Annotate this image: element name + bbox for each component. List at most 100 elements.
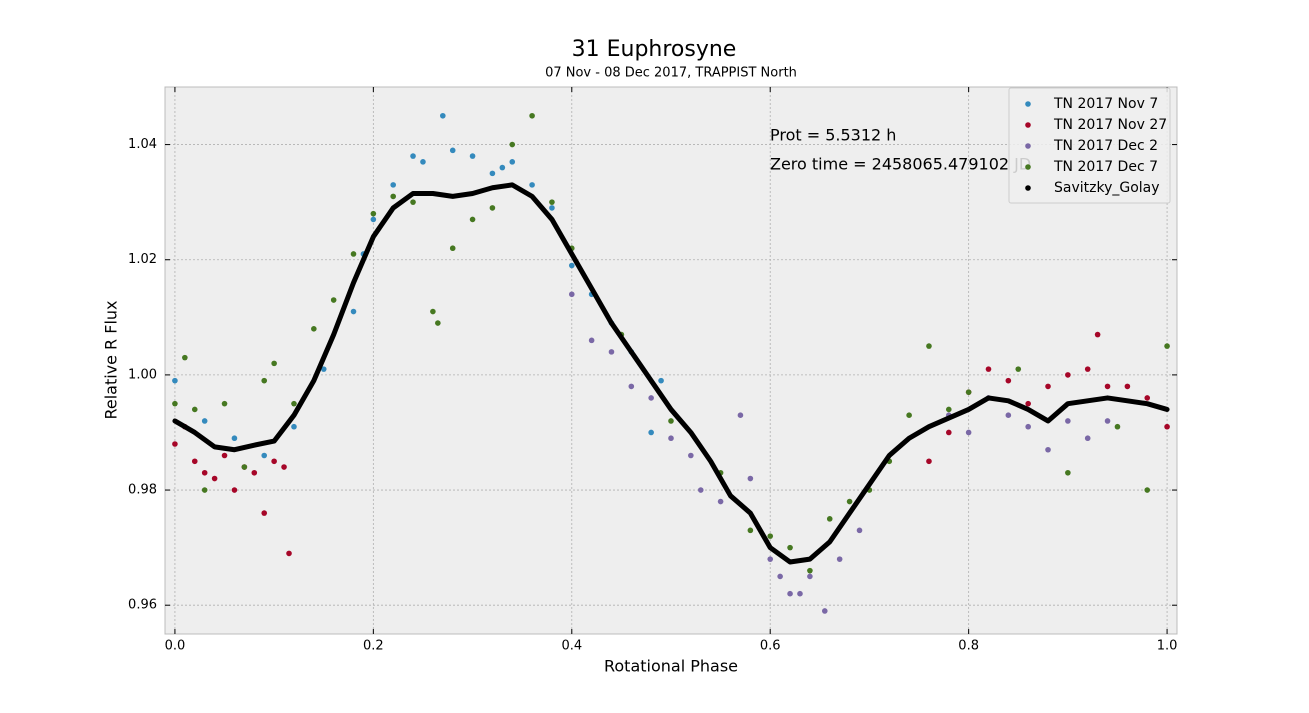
data-point <box>221 400 228 407</box>
data-point <box>926 458 932 465</box>
data-point <box>320 366 327 372</box>
data-point <box>648 429 654 436</box>
legend-label: TN 2017 Dec 2 <box>1053 138 1158 154</box>
data-point <box>350 308 357 315</box>
data-point <box>489 205 496 211</box>
data-point <box>787 544 793 551</box>
data-point <box>509 159 516 165</box>
data-point <box>172 377 178 384</box>
x-tick-label: 0.8 <box>958 639 979 654</box>
chart-subtitle: 07 Nov - 08 Dec 2017, TRAPPIST North <box>545 66 797 81</box>
data-point <box>946 406 952 413</box>
plot-area <box>164 86 1178 635</box>
legend-label: TN 2017 Dec 7 <box>1053 159 1158 175</box>
data-point <box>231 435 238 442</box>
data-point <box>1124 383 1131 390</box>
data-point <box>370 210 377 217</box>
data-point <box>608 349 615 355</box>
data-point <box>697 487 704 493</box>
legend-marker <box>1025 143 1031 149</box>
data-point <box>747 527 754 534</box>
data-point <box>182 354 188 361</box>
x-tick-label: 0.2 <box>363 639 384 654</box>
data-point <box>826 516 833 522</box>
data-point <box>221 452 228 459</box>
data-point <box>1015 366 1022 372</box>
data-point <box>568 291 575 298</box>
annotation: Zero time = 2458065.479102 JD <box>770 155 1031 174</box>
data-point <box>588 337 595 344</box>
smoothed-line <box>172 182 1170 565</box>
data-point <box>241 464 248 470</box>
data-point <box>529 112 535 119</box>
data-point <box>251 469 258 476</box>
data-point <box>201 469 208 476</box>
data-point <box>787 590 793 597</box>
data-point <box>291 400 297 407</box>
data-point <box>469 153 476 159</box>
data-point <box>1104 418 1111 424</box>
data-point <box>172 441 178 447</box>
data-point <box>906 412 912 419</box>
data-point <box>965 429 972 436</box>
data-point <box>737 412 744 419</box>
data-point <box>747 475 754 482</box>
data-point <box>201 418 208 424</box>
data-point <box>330 297 337 303</box>
legend-label: TN 2017 Nov 27 <box>1053 117 1167 133</box>
x-tick-label: 0.0 <box>165 639 186 654</box>
data-point <box>568 262 575 269</box>
data-point <box>191 406 198 413</box>
data-point <box>489 170 496 177</box>
y-tick-label: 1.00 <box>128 367 157 382</box>
data-point <box>1065 469 1071 476</box>
data-point <box>271 360 277 367</box>
data-point <box>807 573 813 580</box>
y-tick-label: 1.04 <box>128 137 157 152</box>
data-point <box>1005 377 1012 384</box>
data-point <box>549 199 555 205</box>
data-point <box>549 205 555 211</box>
data-point <box>1025 423 1031 430</box>
data-point <box>628 383 635 390</box>
data-point <box>1094 331 1101 338</box>
data-point <box>1164 423 1170 430</box>
data-point <box>767 556 774 562</box>
data-point <box>1065 372 1071 378</box>
data-point <box>420 159 426 165</box>
data-point <box>777 573 783 580</box>
data-point <box>410 153 416 159</box>
data-point <box>211 475 218 482</box>
y-tick-label: 0.98 <box>128 483 157 498</box>
data-point <box>717 498 724 505</box>
data-point <box>767 533 774 539</box>
data-point <box>1005 412 1012 419</box>
data-point <box>985 366 992 372</box>
data-point <box>846 498 853 505</box>
data-point <box>807 567 813 574</box>
data-point <box>410 199 416 205</box>
data-point <box>821 608 828 614</box>
data-point <box>1114 423 1121 430</box>
data-point <box>965 389 972 395</box>
data-point <box>286 550 292 557</box>
data-point <box>261 510 268 516</box>
y-axis-label: Relative R Flux <box>102 300 121 419</box>
legend-label: TN 2017 Nov 7 <box>1053 96 1158 112</box>
data-point <box>1084 435 1091 442</box>
data-point <box>350 251 357 257</box>
data-point <box>271 458 277 465</box>
data-point <box>370 216 377 223</box>
legend-box <box>1008 87 1171 204</box>
data-point <box>261 377 268 384</box>
data-point <box>1144 487 1151 493</box>
data-point <box>688 452 694 459</box>
data-point <box>201 487 208 493</box>
data-point <box>390 193 396 200</box>
data-point <box>469 216 476 223</box>
data-point <box>390 182 396 188</box>
data-point <box>449 245 456 252</box>
x-axis-label: Rotational Phase <box>604 657 738 676</box>
data-point <box>1084 366 1091 372</box>
